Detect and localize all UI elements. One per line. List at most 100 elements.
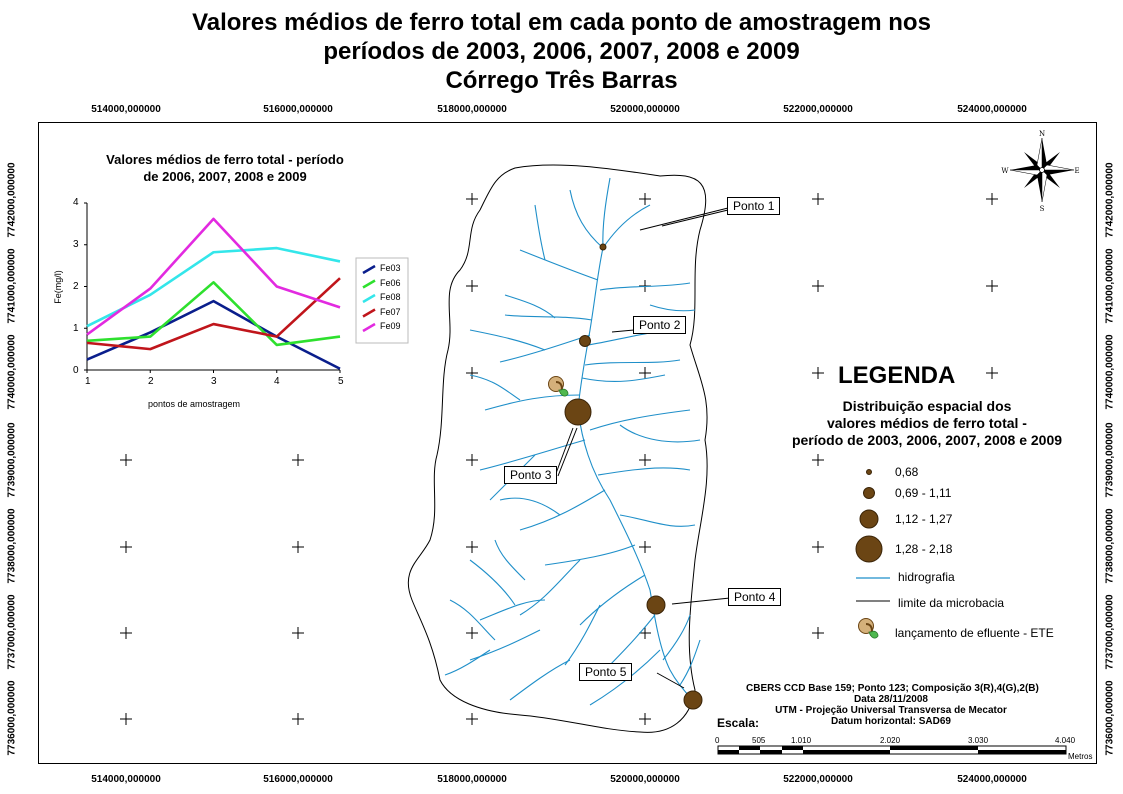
legend-series-fe08: Fe08: [380, 292, 401, 302]
y-axis-label: Fe(mg/l): [53, 270, 63, 304]
label-ponto-1: Ponto 1: [727, 197, 781, 215]
y-tick-label-0: 0: [73, 365, 79, 376]
grid-cross: [466, 367, 478, 379]
watershed-boundary: [407, 164, 708, 733]
legend-subtitle: Distribuição espacial dos valores médios…: [722, 398, 1123, 449]
map-title: Valores médios de ferro total em cada po…: [0, 8, 1123, 95]
scale-tick-0: 0: [715, 736, 720, 745]
label-ponto-5: Ponto 5: [579, 663, 633, 681]
legend-class-4-label: 1,28 - 2,18: [895, 542, 953, 556]
legend-class-1-symbol: [866, 469, 872, 475]
legend-boundary-label: limite da microbacia: [898, 596, 1005, 610]
point-4-marker[interactable]: [646, 595, 666, 615]
compass-e: E: [1074, 167, 1079, 175]
point-3-marker[interactable]: [564, 398, 592, 426]
coord-x-bottom-2: 516000,000000: [263, 774, 333, 785]
grid-cross: [120, 627, 132, 639]
legend-class-4-symbol: [855, 535, 883, 563]
map-metadata: CBERS CCD Base 159; Ponto 123; Composiçã…: [746, 683, 1039, 727]
grid-cross: [812, 541, 824, 553]
legend-series-fe09: Fe09: [380, 321, 401, 331]
x-tick-label-3: 3: [211, 376, 217, 387]
compass-rose-icon: [1009, 137, 1075, 203]
x-tick-label-1: 1: [85, 376, 91, 387]
metadata-line-2: Data 28/11/2008: [854, 694, 928, 705]
grid-cross: [639, 713, 651, 725]
legend-class-1-label: 0,68: [895, 465, 919, 479]
legend-swatch-fe07: [362, 308, 376, 318]
legend-subtitle-line-3: período de 2003, 2006, 2007, 2008 e 2009: [791, 432, 1063, 448]
grid-cross: [466, 280, 478, 292]
compass-w: W: [1001, 167, 1009, 175]
map-title-line-2: períodos de 2003, 2006, 2007, 2008 e 200…: [323, 38, 800, 65]
metadata-line-4: Datum horizontal: SAD69: [830, 716, 951, 727]
coord-x-bottom-4: 520000,000000: [610, 774, 680, 785]
coord-x-top-3: 518000,000000: [437, 104, 507, 115]
legend-swatch-fe08: [362, 293, 376, 304]
scale-tick-5: 4.040: [1055, 736, 1076, 745]
grid-cross: [292, 713, 304, 725]
legend-effluent-label: lançamento de efluente - ETE: [895, 626, 1054, 640]
grid-cross: [812, 454, 824, 466]
legend-series-fe06: Fe06: [380, 277, 401, 288]
x-tick-label-2: 2: [148, 376, 154, 387]
legend-class-2-label: 0,69 - 1,11: [895, 486, 952, 500]
grid-cross: [120, 713, 132, 725]
map-title-line-3: Córrego Três Barras: [445, 67, 678, 94]
point-2-marker[interactable]: [579, 335, 591, 347]
legend-subtitle-line-2: valores médios de ferro total -: [827, 415, 1027, 431]
grid-cross: [986, 367, 998, 379]
label-ponto-2: Ponto 2: [633, 316, 687, 334]
grid-cross: [639, 454, 651, 466]
legend-series-fe07: Fe07: [380, 306, 401, 317]
grid-cross: [812, 193, 824, 205]
scale-tick-4: 3.030: [968, 736, 989, 745]
scale-tick-1: 505: [752, 736, 766, 745]
coord-x-top-1: 514000,000000: [91, 104, 161, 115]
legend-effluent-icon: [858, 618, 879, 639]
series-line-fe07: [86, 277, 341, 351]
coord-x-bottom-6: 524000,000000: [957, 774, 1027, 785]
grid-cross: [639, 367, 651, 379]
point-5-marker[interactable]: [683, 690, 703, 710]
legend-class-2-symbol: [863, 487, 875, 499]
grid-cross: [812, 627, 824, 639]
grid-cross: [466, 541, 478, 553]
grid-cross: [466, 713, 478, 725]
grid-cross: [986, 280, 998, 292]
coord-x-top-2: 516000,000000: [263, 104, 333, 115]
label-ponto-3: Ponto 3: [504, 466, 558, 484]
grid-cross: [466, 627, 478, 639]
grid-cross: [812, 280, 824, 292]
point-1-marker[interactable]: [599, 243, 607, 251]
series-line-fe03: [86, 299, 341, 370]
grid-cross: [639, 541, 651, 553]
coord-x-bottom-1: 514000,000000: [91, 774, 161, 785]
x-tick-label-5: 5: [338, 376, 344, 387]
label-ponto-4: Ponto 4: [728, 588, 782, 606]
series-line-fe09: [86, 217, 341, 336]
grid-crosses: [120, 193, 998, 725]
legend-title: LEGENDA: [838, 362, 956, 389]
grid-cross: [120, 454, 132, 466]
grid-cross: [639, 627, 651, 639]
coord-x-bottom-5: 522000,000000: [783, 774, 853, 785]
chart-title: Valores médios de ferro total - período …: [60, 151, 390, 185]
scale-tick-2: 1.010: [791, 736, 812, 745]
legend-subtitle-line-1: Distribuição espacial dos: [842, 398, 1012, 414]
map-title-line-1: Valores médios de ferro total em cada po…: [192, 9, 931, 36]
coord-x-top-5: 522000,000000: [783, 104, 853, 115]
coord-x-top-6: 524000,000000: [957, 104, 1027, 115]
coord-x-top-4: 520000,000000: [610, 104, 680, 115]
grid-cross: [120, 541, 132, 553]
grid-cross: [292, 627, 304, 639]
grid-cross: [812, 367, 824, 379]
compass-s: S: [1040, 205, 1045, 213]
legend-swatch-fe03: [362, 264, 376, 275]
chart-title-line-2: de 2006, 2007, 2008 e 2009: [143, 169, 307, 184]
scale-tick-3: 2.020: [880, 736, 901, 745]
grid-cross: [466, 454, 478, 466]
map-frame: [38, 122, 1097, 764]
grid-cross: [292, 454, 304, 466]
